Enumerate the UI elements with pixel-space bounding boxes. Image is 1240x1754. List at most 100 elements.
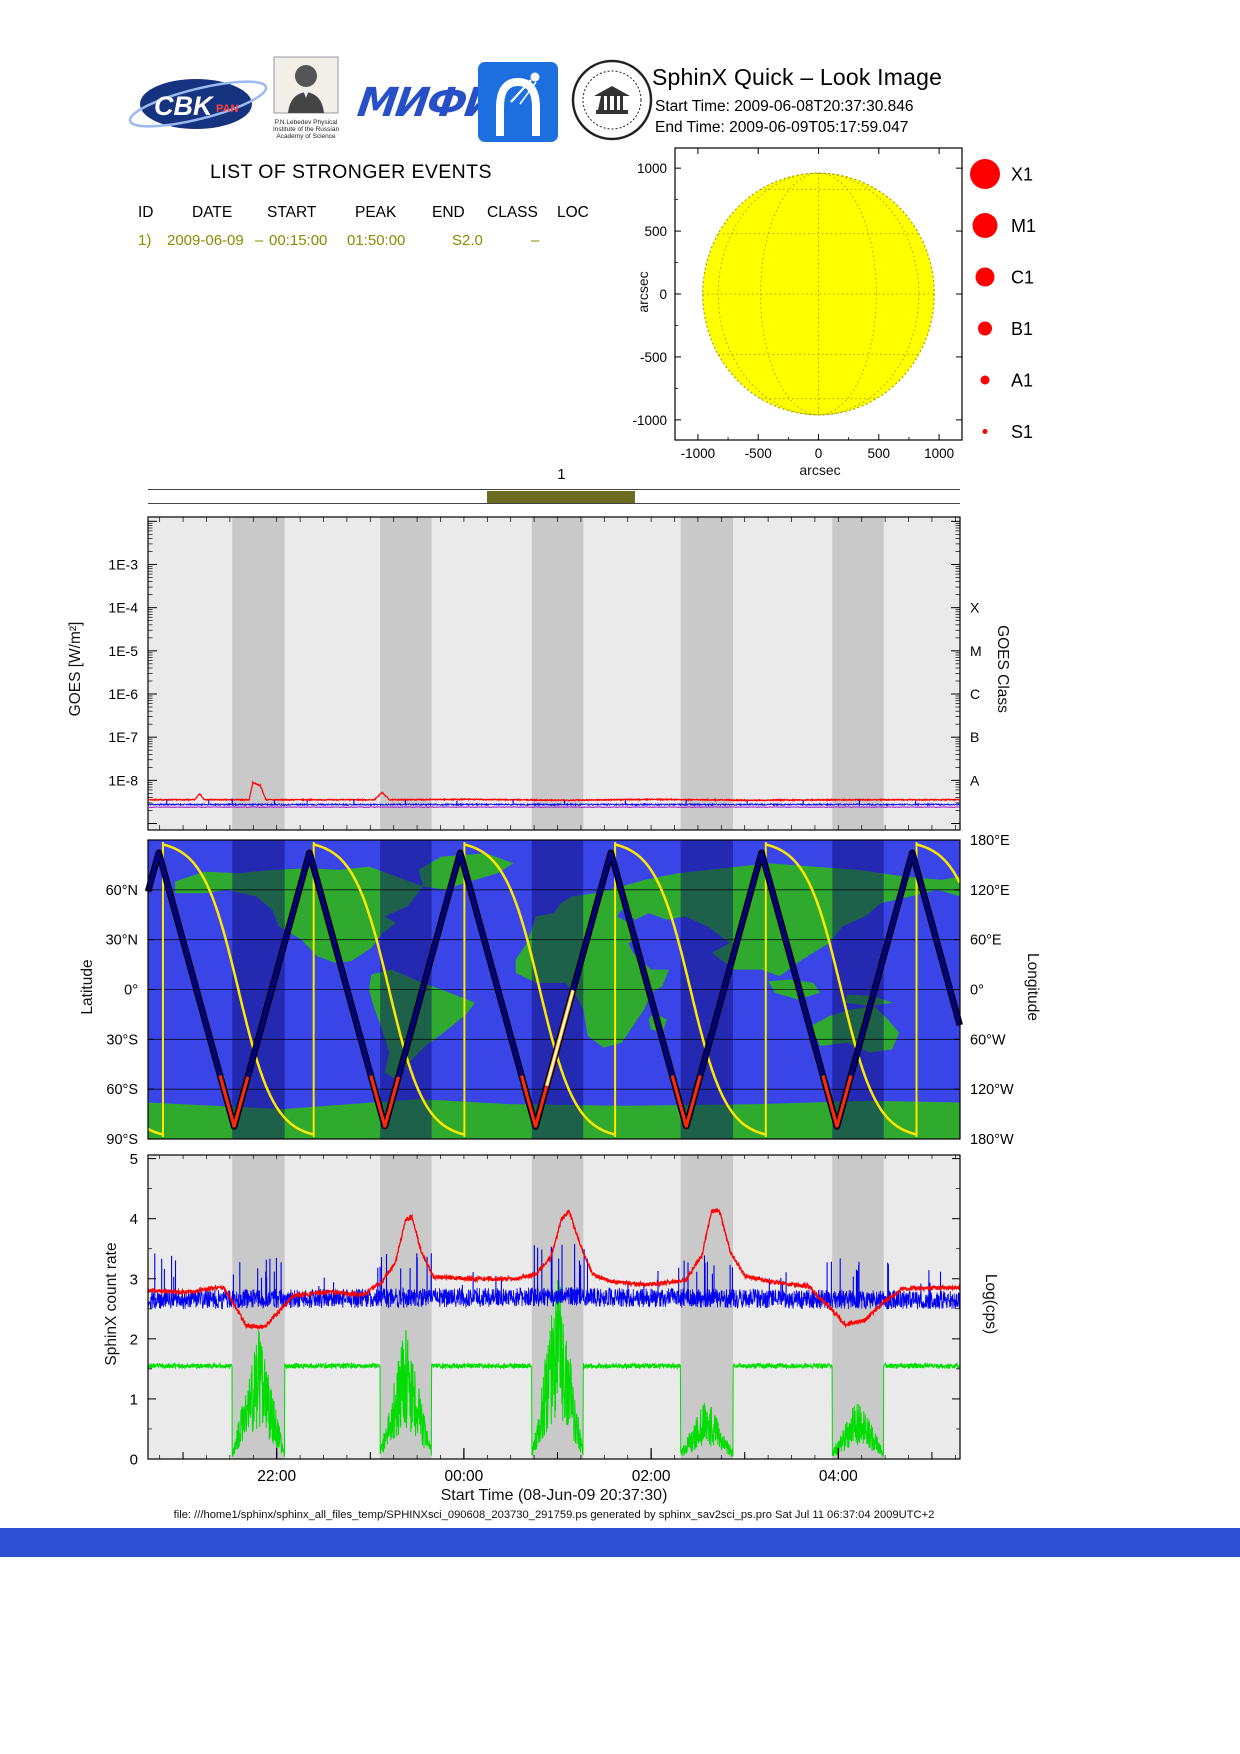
land-africa_europe: [515, 889, 669, 1048]
svg-text:-500: -500: [745, 446, 772, 461]
svg-text:00:00: 00:00: [445, 1468, 484, 1485]
cbk-pan-logo: CBK PAN: [128, 79, 268, 129]
ground-track-map-panel: 60°N 30°N 0° 30°S 60°S 90°S 180°E 120°E 60°E 0° 60…: [106, 833, 1014, 1148]
svg-text:60°S: 60°S: [106, 1082, 138, 1098]
event-row-peak: 00:15:00: [269, 232, 328, 249]
flare-size-dot-S1: [982, 429, 988, 434]
lebedev-caption-line1: P.N.Lebedev Physical: [274, 119, 338, 126]
svg-text:C: C: [970, 686, 980, 702]
event-row-loc: –: [531, 232, 540, 249]
event-row-class: S2.0: [452, 232, 483, 249]
land-asia: [594, 863, 960, 977]
orbit-night-band: [680, 517, 734, 830]
orbit-night-band: [680, 1155, 734, 1459]
polar-pass-highlight: [821, 1075, 853, 1128]
col-start: START: [267, 204, 317, 221]
col-end: END: [432, 204, 465, 221]
orbit-night-band: [531, 517, 584, 830]
goes-flux-panel: 1E-3 1E-4 1E-5 1E-6 1E-7 1E-8 X M C B A: [108, 516, 982, 831]
orbit-night-band: [380, 840, 432, 1139]
svg-text:1000: 1000: [924, 446, 954, 461]
longitude-curve: [916, 843, 961, 884]
svg-text:120°E: 120°E: [970, 883, 1010, 899]
land-madagascar: [648, 1012, 667, 1033]
flare-size-dot-C1: [975, 267, 995, 287]
sun-xlabel: arcsec: [799, 462, 841, 478]
goes-red-series: [147, 780, 960, 803]
svg-text:C1: C1: [1011, 268, 1034, 288]
land-north_america: [175, 866, 424, 963]
orbit-night-band: [232, 517, 285, 830]
polar-pass-highlight: [369, 1075, 401, 1128]
time-axis-label: Start Time (08-Jun-09 20:37:30): [440, 1487, 668, 1504]
red-series: [147, 1208, 961, 1331]
lebedev-logo: P.N.Lebedev Physical Institute of the Ru…: [266, 56, 346, 140]
land-new_guinea: [845, 994, 893, 1007]
col-date: DATE: [192, 204, 233, 221]
svg-text:30°S: 30°S: [106, 1032, 138, 1048]
svg-text:-1000: -1000: [681, 446, 716, 461]
col-id: ID: [138, 204, 154, 221]
green-series: [147, 1279, 961, 1458]
footer-bar: [0, 1528, 1240, 1557]
count-rate-panel: 0 1 2 3 4 5 22:00 00:00 02:00 04:00: [130, 1151, 961, 1485]
land-greenland: [418, 853, 514, 890]
orbit-night-band: [832, 517, 884, 830]
longitude-curve: [147, 1127, 163, 1136]
svg-text:M1: M1: [1011, 216, 1036, 236]
event-timebar: [148, 489, 960, 504]
university-seal-logo: [571, 59, 653, 141]
col-class: CLASS: [487, 204, 538, 221]
footer-file-line: file: ///home1/sphinx/sphinx_all_files_t…: [173, 1509, 935, 1521]
orbit-night-band: [232, 1155, 285, 1459]
svg-text:120°W: 120°W: [970, 1082, 1014, 1098]
polar-pass-highlight: [519, 1075, 552, 1128]
svg-text:1000: 1000: [637, 161, 667, 176]
svg-text:1E-6: 1E-6: [108, 686, 138, 702]
svg-text:0°: 0°: [970, 983, 984, 999]
svg-text:60°N: 60°N: [106, 883, 138, 899]
count-ylabel: SphinX count rate: [103, 1242, 120, 1366]
svg-text:5: 5: [130, 1151, 138, 1168]
page-title: SphinX Quick – Look Image: [652, 64, 943, 90]
start-time-text: Start Time: 2009-06-08T20:37:30.846: [655, 98, 914, 115]
goes-right-label: GOES Class: [994, 625, 1011, 713]
svg-text:02:00: 02:00: [632, 1468, 671, 1485]
longitude-curve: [313, 843, 465, 1136]
svg-text:X: X: [970, 600, 980, 616]
orbit-night-band: [832, 1155, 884, 1459]
longitude-curve: [464, 843, 616, 1136]
goes-blue-series: [148, 802, 961, 807]
svg-text:1E-4: 1E-4: [108, 600, 138, 616]
land-australia: [811, 1006, 900, 1053]
land-antarctica: [148, 1099, 960, 1139]
longitude-curve: [614, 843, 767, 1136]
flare-size-dot-A1: [980, 375, 990, 385]
svg-text:90°S: 90°S: [106, 1132, 138, 1148]
svg-text:1E-5: 1E-5: [108, 643, 138, 659]
sun-ylabel: arcsec: [635, 271, 651, 313]
svg-text:180°W: 180°W: [970, 1132, 1014, 1148]
polar-pass-highlight: [670, 1075, 702, 1128]
svg-text:S1: S1: [1011, 422, 1033, 442]
flare-size-dot-M1: [972, 213, 998, 238]
event-row-start: –: [255, 232, 264, 249]
event-row-date: 2009-06-09: [167, 232, 244, 249]
orbit-night-band: [531, 840, 584, 1139]
svg-text:0°: 0°: [124, 983, 138, 999]
portrait-shoulders-icon: [288, 92, 324, 113]
violet-series: [147, 806, 960, 809]
svg-text:0: 0: [815, 446, 823, 461]
count-right-label: Log(cps): [982, 1273, 999, 1335]
portrait-head-icon: [295, 65, 317, 87]
ground-track: [146, 850, 962, 1129]
events-heading: LIST OF STRONGER EVENTS: [210, 161, 492, 183]
goes-ylabel: GOES [W/m²]: [67, 621, 84, 717]
svg-text:-1000: -1000: [632, 413, 667, 428]
svg-text:1E-8: 1E-8: [108, 772, 138, 788]
longitude-curve: [162, 843, 314, 1136]
cbk-sub-text: PAN: [216, 103, 238, 115]
land-borneo: [768, 979, 821, 1000]
mephi-logo: МИФИ: [354, 80, 500, 126]
